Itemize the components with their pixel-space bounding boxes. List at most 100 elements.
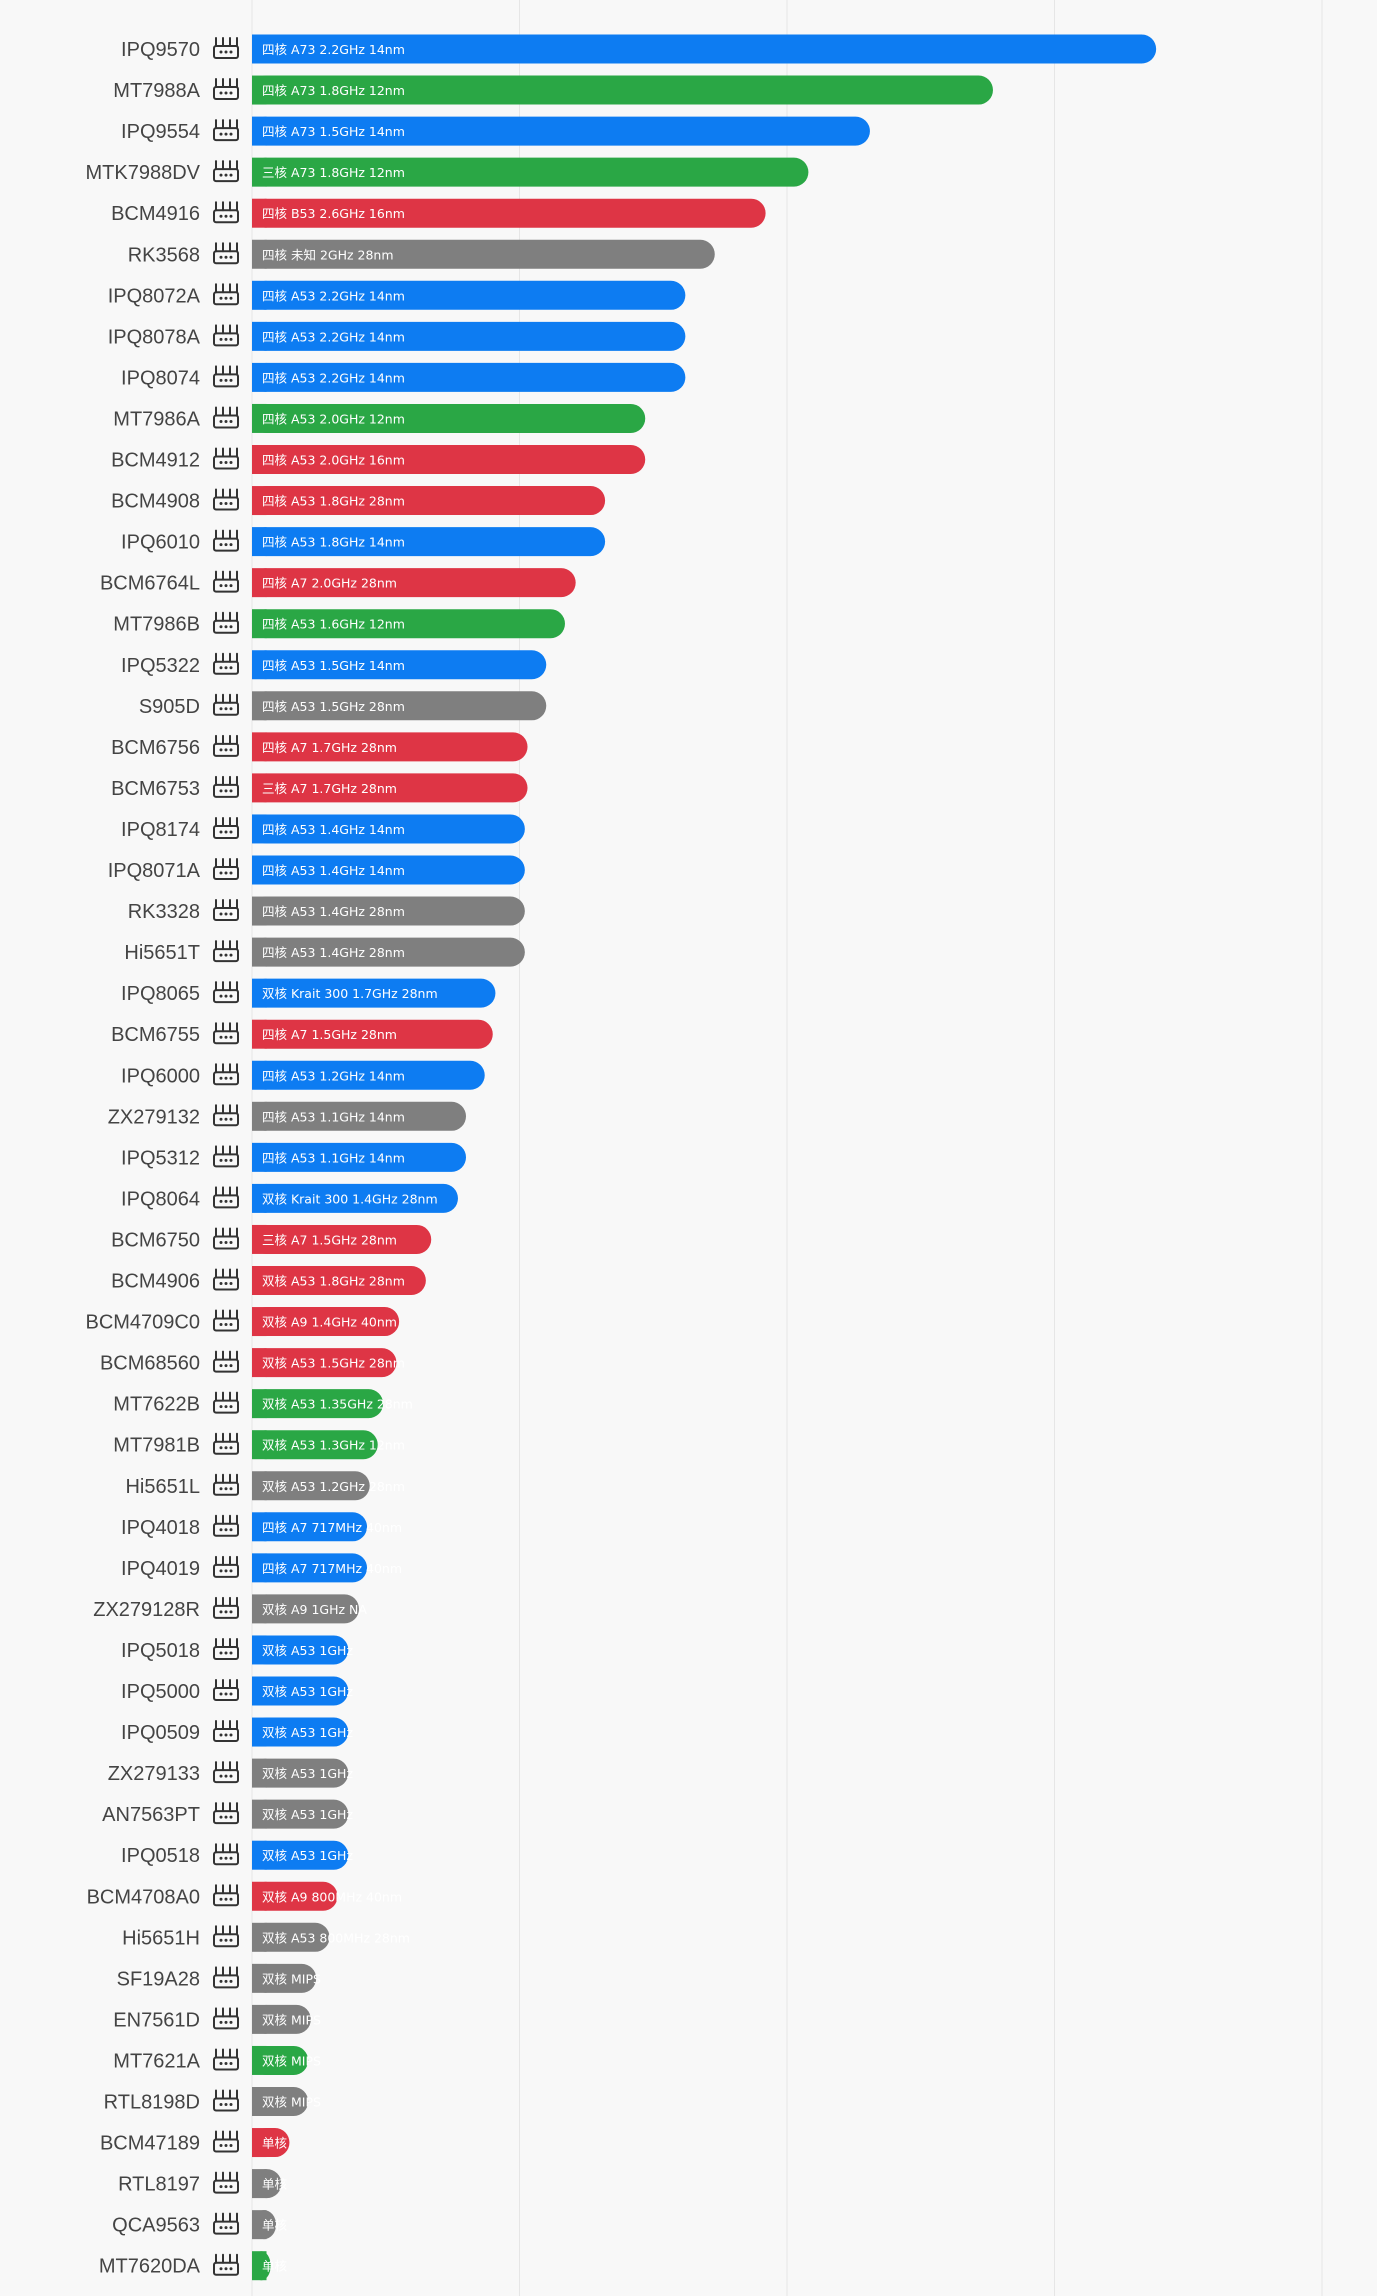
- router-icon: [213, 406, 239, 429]
- bar-row: BCM4906 双核 A53 1.8GHz 28nm: [111, 1266, 426, 1295]
- router-icon: [213, 1186, 239, 1209]
- bar-row: IPQ8065 双核 Krait 300 1.7GHz 28nm: [121, 978, 496, 1008]
- bar-left-edge: [252, 2004, 267, 2034]
- bar-row: ZX279133 双核 A53 1GHz: [108, 1758, 353, 1788]
- bar-left-edge: [252, 814, 267, 844]
- bar-row: BCM4916 四核 B53 2.6GHz 16nm: [111, 198, 766, 228]
- bar-row: IPQ5312 四核 A53 1.1GHz 14nm: [121, 1142, 466, 1172]
- router-icon: [213, 1884, 239, 1907]
- bar-left-edge: [252, 1266, 267, 1295]
- router-icon: [213, 652, 239, 675]
- bar: [252, 1101, 466, 1131]
- router-icon: [213, 1720, 239, 1743]
- bar-row: ZX279132 四核 A53 1.1GHz 14nm: [108, 1101, 466, 1131]
- bar-spec-label: 双核 A53 800MHz 28nm: [262, 1930, 410, 1945]
- bar-row: BCM6764L 四核 A7 2.0GHz 28nm: [100, 568, 576, 598]
- bar-row: BCM68560 双核 A53 1.5GHz 28nm: [100, 1348, 405, 1378]
- chip-name-label: RK3568: [128, 244, 200, 266]
- bar-spec-label: 四核 A53 1.4GHz 28nm: [262, 904, 405, 919]
- bar-row: RK3568 四核 未知 2GHz 28nm: [128, 239, 715, 269]
- bar: [252, 937, 525, 967]
- router-icon: [213, 2212, 239, 2235]
- bar-left-edge: [252, 732, 267, 762]
- chip-name-label: RTL8197: [118, 2174, 200, 2196]
- router-icon: [213, 1227, 239, 1250]
- bar-left-edge: [252, 1922, 267, 1952]
- bar-spec-label: 单核: [262, 2218, 288, 2233]
- bar-spec-label: 双核 MIPS: [262, 1971, 321, 1986]
- chip-name-label: BCM6750: [111, 1229, 200, 1251]
- bar-rows: IPQ9570 四核 A73 2.2GHz 14nm MT7988A 四核 A73 1…: [85, 34, 1157, 2281]
- bar: [252, 650, 547, 680]
- bar-row: IPQ6010 四核 A53 1.8GHz 14nm: [121, 527, 606, 557]
- bar-row: BCM4708A0 双核 A9 800MHz 40nm: [87, 1881, 402, 1911]
- chip-name-label: ZX279132: [108, 1106, 200, 1128]
- bar-row: MTK7988DV 三核 A73 1.8GHz 12nm: [86, 157, 809, 187]
- bar-row: IPQ5000 双核 A53 1GHz: [121, 1676, 353, 1706]
- router-icon: [213, 734, 239, 757]
- bar-spec-label: 双核 A53 1.8GHz 28nm: [262, 1274, 405, 1289]
- bar-left-edge: [252, 609, 267, 639]
- bar-spec-label: 三核 A7 1.7GHz 28nm: [262, 781, 397, 796]
- router-icon: [213, 1145, 239, 1168]
- bar-spec-label: 四核 A53 2.2GHz 14nm: [262, 370, 405, 385]
- bar-left-edge: [252, 1840, 267, 1870]
- bar-row: QCA9563 单核: [112, 2210, 288, 2240]
- bar-spec-label: 四核 A53 1.8GHz 28nm: [262, 494, 405, 509]
- bar-spec-label: 双核 A53 1GHz: [262, 1684, 353, 1699]
- bar-row: BCM6756 四核 A7 1.7GHz 28nm: [111, 732, 528, 762]
- chip-name-label: MT7986A: [113, 408, 200, 430]
- router-icon: [213, 1309, 239, 1332]
- bar-spec-label: 双核 A53 1GHz: [262, 1643, 353, 1658]
- bar-left-edge: [252, 1471, 267, 1501]
- bar-row: BCM4908 四核 A53 1.8GHz 28nm: [111, 486, 606, 516]
- chip-name-label: IPQ0509: [121, 1722, 200, 1744]
- bar-left-edge: [252, 1430, 267, 1460]
- bar-left-edge: [252, 34, 267, 64]
- router-icon: [213, 37, 239, 59]
- chip-name-label: BCM6756: [111, 737, 200, 759]
- bar-row: MT7988A 四核 A73 1.8GHz 12nm: [113, 75, 993, 105]
- bar-left-edge: [252, 1183, 267, 1213]
- bar-left-edge: [252, 321, 267, 351]
- bar-left-edge: [252, 1224, 267, 1254]
- bar: [252, 527, 606, 557]
- bar-left-edge: [252, 486, 267, 516]
- bar-left-edge: [252, 2087, 267, 2116]
- bar-spec-label: 双核 A53 1.5GHz 28nm: [262, 1356, 405, 1371]
- bar: [252, 1060, 485, 1090]
- router-icon: [213, 1022, 239, 1045]
- chip-name-label: IPQ4019: [121, 1558, 200, 1580]
- bar-spec-label: 四核 A53 1.5GHz 28nm: [262, 699, 405, 714]
- chip-name-label: MT7621A: [113, 2050, 200, 2072]
- bar-row: S905D 四核 A53 1.5GHz 28nm: [139, 691, 547, 721]
- bar-left-edge: [252, 527, 267, 557]
- bar: [252, 403, 646, 433]
- router-icon: [213, 2130, 239, 2153]
- router-icon: [213, 119, 239, 142]
- bar-left-edge: [252, 280, 267, 310]
- bar: [252, 2004, 311, 2034]
- bar: [252, 1019, 493, 1049]
- bar-row: MT7981B 双核 A53 1.3GHz 12nm: [113, 1430, 405, 1460]
- bar: [252, 1881, 338, 1911]
- chip-name-label: IPQ6010: [121, 532, 200, 554]
- bar-spec-label: 四核 A53 1.5GHz 14nm: [262, 658, 405, 673]
- bar-row: IPQ8072A 四核 A53 2.2GHz 14nm: [108, 280, 686, 310]
- chip-name-label: Hi5651H: [122, 1927, 200, 1949]
- bar-spec-label: 双核 MIPS: [262, 2053, 321, 2068]
- bar: [252, 157, 809, 187]
- bar-row: IPQ6000 四核 A53 1.2GHz 14nm: [121, 1060, 485, 1090]
- bar-row: IPQ8174 四核 A53 1.4GHz 14nm: [121, 814, 525, 844]
- bar-row: IPQ0509 双核 A53 1GHz: [121, 1717, 353, 1747]
- chip-name-label: SF19A28: [117, 1968, 200, 1990]
- chip-name-label: MTK7988DV: [86, 162, 201, 184]
- router-icon: [213, 1473, 239, 1496]
- bar-left-edge: [252, 1635, 267, 1665]
- bar: [252, 1635, 349, 1665]
- bar-left-edge: [252, 568, 267, 598]
- router-icon: [213, 816, 239, 839]
- bar-left-edge: [252, 1676, 267, 1706]
- bar-left-edge: [252, 650, 267, 680]
- router-icon: [213, 447, 239, 470]
